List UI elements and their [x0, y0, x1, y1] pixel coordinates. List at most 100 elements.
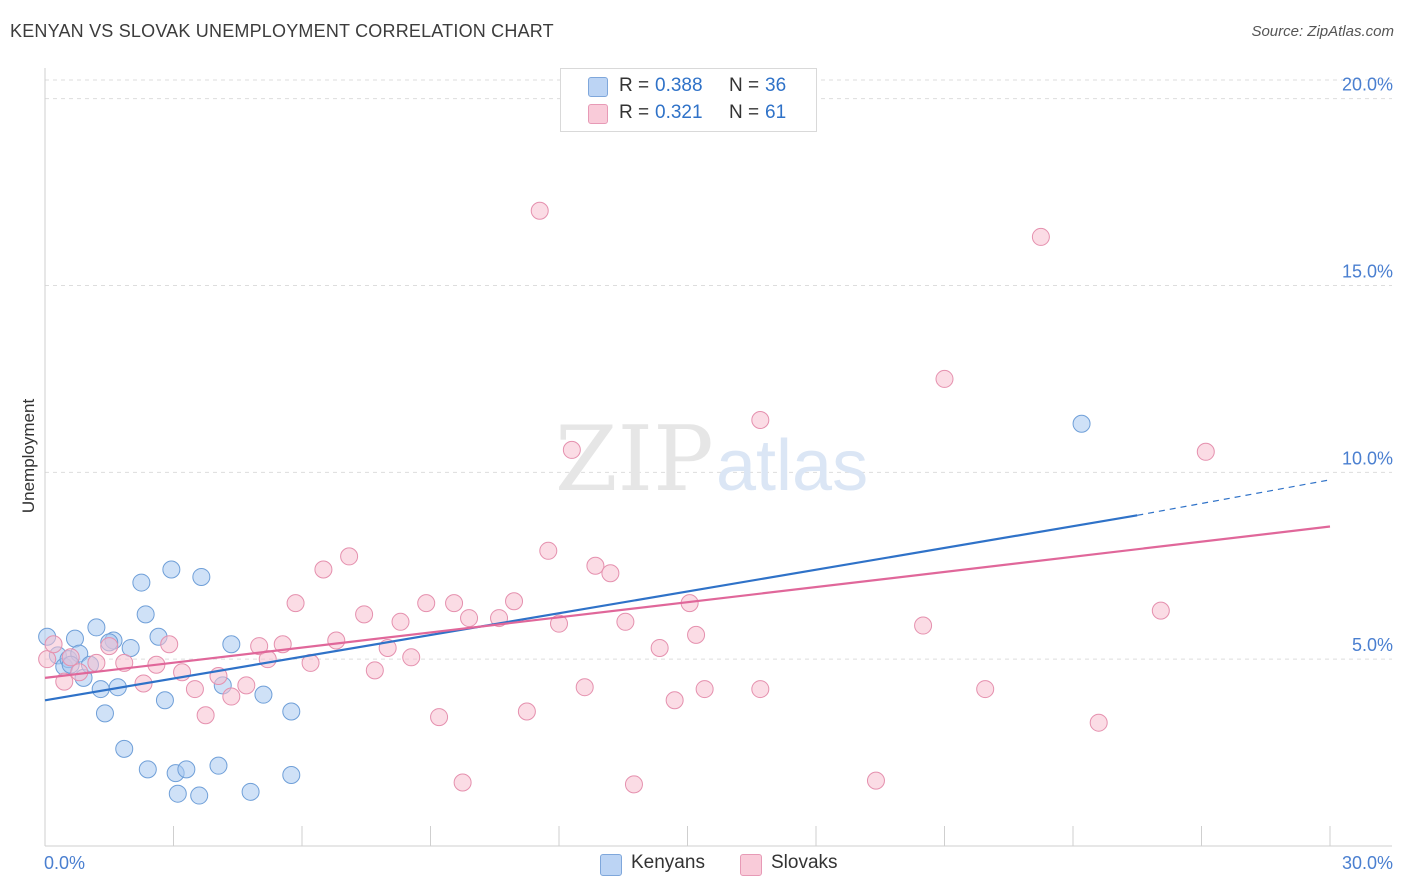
- kenyans-legend-label: Kenyans: [631, 852, 705, 873]
- slovaks-point: [55, 672, 74, 691]
- slovaks-point: [616, 612, 635, 631]
- kenyans-point: [132, 573, 151, 592]
- y-tick-label: 15.0%: [1342, 262, 1393, 282]
- kenyans-swatch: [588, 77, 608, 97]
- slovaks-point: [391, 612, 410, 631]
- kenyans-point: [168, 784, 187, 803]
- slovaks-point: [160, 635, 179, 654]
- slovaks-point: [460, 609, 479, 628]
- kenyans-point: [177, 760, 196, 779]
- n-label: N =: [729, 75, 760, 96]
- chart-title: KENYAN VS SLOVAK UNEMPLOYMENT CORRELATIO…: [10, 21, 554, 41]
- kenyans-point: [282, 702, 301, 721]
- kenyans-point: [222, 635, 241, 654]
- series-legend: Kenyans Slovaks: [0, 852, 1406, 878]
- r-value: 0.321: [655, 102, 703, 123]
- legend-row-kenyans: R = 0.388 N = 36: [561, 74, 816, 100]
- r-value: 0.388: [655, 75, 703, 96]
- kenyans-point: [190, 786, 209, 805]
- kenyans-point: [95, 704, 114, 723]
- slovaks-point: [650, 638, 669, 657]
- slovaks-point: [237, 676, 256, 695]
- n-label: N =: [729, 102, 760, 123]
- slovaks-point: [100, 637, 119, 656]
- slovaks-point: [250, 637, 269, 656]
- slovaks-point: [695, 680, 714, 699]
- kenyans-point: [1072, 414, 1091, 433]
- slovaks-point: [340, 547, 359, 566]
- slovaks-point: [38, 650, 57, 669]
- y-tick-label: 10.0%: [1342, 448, 1393, 468]
- slovaks-point: [914, 616, 933, 635]
- slovaks-point: [430, 708, 449, 727]
- r-label: R =: [619, 102, 650, 123]
- n-value: 36: [765, 75, 787, 96]
- kenyans-point: [121, 638, 140, 657]
- slovaks-point: [365, 661, 384, 680]
- n-value: 61: [765, 102, 787, 123]
- slovaks-point: [445, 594, 464, 613]
- slovaks-point: [61, 648, 80, 667]
- slovaks-point: [1196, 442, 1215, 461]
- slovaks-point: [539, 541, 558, 560]
- trend-lines: [44, 479, 1331, 702]
- slovaks-point: [417, 594, 436, 613]
- axes: [44, 68, 1392, 847]
- slovaks-point: [87, 653, 106, 672]
- kenyans-point: [209, 756, 228, 775]
- slovaks-point: [314, 560, 333, 579]
- kenyans-point: [282, 766, 301, 785]
- slovaks-point: [586, 556, 605, 575]
- y-axis-label-group: Unemployment: [19, 399, 38, 514]
- slovaks-point: [665, 691, 684, 710]
- y-axis-label: Unemployment: [19, 399, 38, 514]
- slovaks-legend-swatch: [740, 854, 762, 876]
- legend-row-slovaks: R = 0.321 N = 61: [561, 101, 816, 127]
- slovaks-point: [517, 702, 536, 721]
- watermark-atlas: atlas: [716, 426, 868, 506]
- kenyans-legend-swatch: [600, 854, 622, 876]
- tick-labels: 5.0% 10.0% 15.0% 20.0% 0.0% 30.0%: [44, 75, 1393, 873]
- slovaks-point: [196, 706, 215, 725]
- slovaks-point: [1151, 601, 1170, 620]
- x-tick-label: 30.0%: [1342, 853, 1393, 873]
- source-credit: Source: ZipAtlas.com: [1251, 23, 1394, 40]
- slovaks-point: [624, 775, 643, 794]
- slovaks-point: [286, 594, 305, 613]
- x-tick-label: 0.0%: [44, 853, 85, 873]
- slovaks-point: [562, 440, 581, 459]
- y-tick-label: 20.0%: [1342, 75, 1393, 95]
- slovaks-point: [976, 680, 995, 699]
- r-label: R =: [619, 75, 650, 96]
- y-tick-label: 5.0%: [1352, 635, 1393, 655]
- slovaks-point: [935, 369, 954, 388]
- kenyans-point: [241, 782, 260, 801]
- slovaks-point: [866, 771, 885, 790]
- slovaks-point: [530, 201, 549, 220]
- kenyans-point: [155, 691, 174, 710]
- watermark: ZIP atlas: [555, 407, 868, 512]
- slovaks-point: [505, 592, 524, 611]
- slovaks-point: [575, 678, 594, 697]
- kenyans-point: [192, 567, 211, 586]
- slovaks-point: [1031, 227, 1050, 246]
- kenyans-point: [65, 629, 84, 648]
- slovaks-point: [601, 564, 620, 583]
- slovaks-point: [222, 687, 241, 706]
- slovaks-point: [402, 648, 421, 667]
- kenyans-point: [254, 685, 273, 704]
- kenyans-trend-extension: [1137, 479, 1331, 516]
- slovaks-point: [44, 635, 63, 654]
- kenyans-point: [138, 760, 157, 779]
- slovaks-point: [751, 411, 770, 430]
- slovaks-point: [1089, 713, 1108, 732]
- correlation-legend: R = 0.388 N = 36 R = 0.321 N = 61: [560, 68, 817, 132]
- kenyans-trend-line: [44, 514, 1138, 702]
- slovaks-point: [751, 680, 770, 699]
- kenyans-point: [162, 560, 181, 579]
- slovaks-point: [687, 625, 706, 644]
- slovaks-trend-line: [44, 525, 1331, 679]
- slovaks-point: [327, 631, 346, 650]
- kenyans-point: [87, 618, 106, 637]
- grid-lines: [45, 79, 1392, 660]
